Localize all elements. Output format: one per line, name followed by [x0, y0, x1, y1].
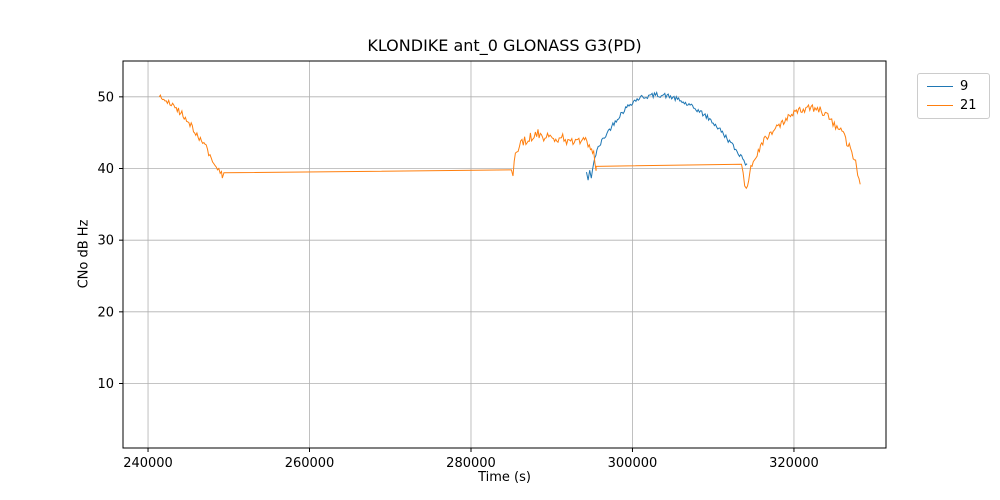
y-tick-label: 10 [97, 377, 114, 392]
legend-entry: 21 [927, 99, 977, 112]
series-line-21 [158, 93, 861, 190]
legend: 9 21 [917, 73, 990, 119]
x-tick-label: 240000 [123, 456, 173, 471]
x-axis-label: Time (s) [478, 470, 531, 485]
legend-entry: 9 [927, 80, 977, 93]
y-tick-label: 50 [97, 90, 114, 105]
x-tick-label: 280000 [446, 456, 496, 471]
series-line-9 [586, 91, 748, 181]
legend-label: 21 [960, 98, 977, 113]
legend-label: 9 [960, 79, 969, 94]
y-tick-label: 30 [97, 234, 114, 249]
chart-title: KLONDIKE ant_0 GLONASS G3(PD) [367, 36, 642, 55]
legend-line-sample [927, 86, 953, 87]
y-tick-label: 40 [97, 162, 114, 177]
y-tick-label: 20 [97, 305, 114, 320]
legend-line-sample [927, 105, 953, 106]
x-tick-label: 260000 [285, 456, 335, 471]
x-tick-label: 320000 [769, 456, 819, 471]
x-tick-label: 300000 [608, 456, 658, 471]
